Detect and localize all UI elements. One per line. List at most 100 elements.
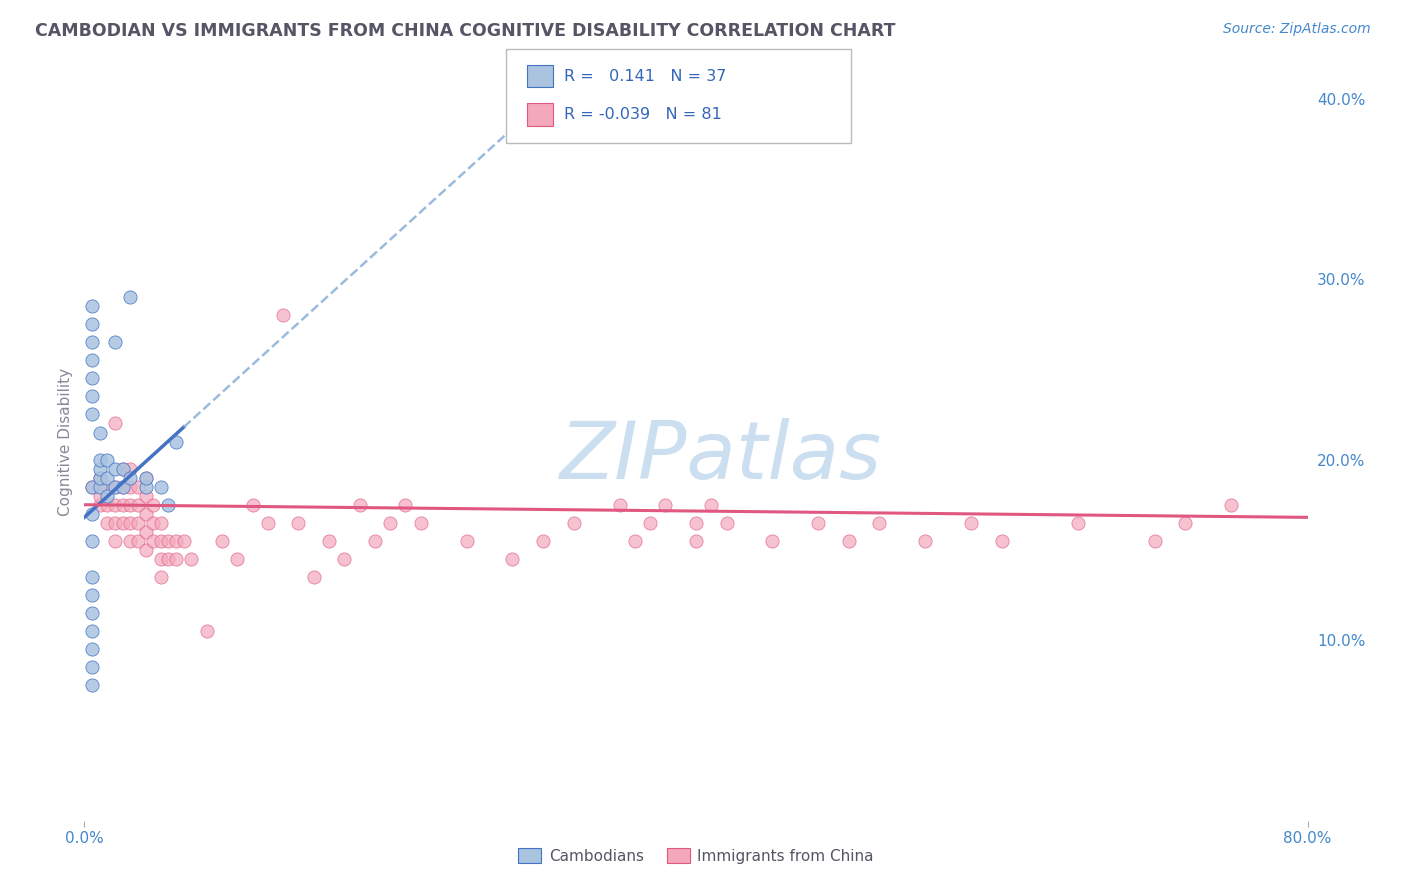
Point xyxy=(287,516,309,530)
Point xyxy=(135,507,157,521)
Point xyxy=(761,533,783,548)
Point xyxy=(80,678,103,692)
Point xyxy=(135,524,157,539)
Point xyxy=(624,533,647,548)
Point xyxy=(80,642,103,657)
Point xyxy=(807,516,830,530)
Point xyxy=(165,552,187,566)
Point xyxy=(89,470,111,484)
Point xyxy=(89,425,111,440)
Point xyxy=(142,533,165,548)
Point xyxy=(120,533,142,548)
Point xyxy=(165,533,187,548)
Point xyxy=(173,533,195,548)
Point xyxy=(700,498,723,512)
Point xyxy=(127,498,149,512)
Point xyxy=(80,480,103,494)
Point xyxy=(111,461,134,475)
Point xyxy=(120,480,142,494)
Point xyxy=(157,533,180,548)
Point xyxy=(135,470,157,484)
Point xyxy=(120,290,142,304)
Point xyxy=(1143,533,1166,548)
Point xyxy=(127,533,149,548)
Point xyxy=(96,489,118,503)
Point xyxy=(195,624,218,639)
Point xyxy=(96,470,118,484)
Point xyxy=(80,371,103,385)
Point xyxy=(149,533,172,548)
Text: ZIPatlas: ZIPatlas xyxy=(560,417,882,496)
Point xyxy=(685,516,707,530)
Point xyxy=(914,533,936,548)
Point xyxy=(120,470,142,484)
Point xyxy=(80,317,103,331)
Point xyxy=(80,299,103,313)
Point xyxy=(380,516,402,530)
Point xyxy=(1220,498,1243,512)
Point xyxy=(104,461,127,475)
Point xyxy=(654,498,676,512)
Point xyxy=(111,516,134,530)
Point xyxy=(394,498,416,512)
Point xyxy=(257,516,280,530)
Point xyxy=(149,552,172,566)
Point xyxy=(149,480,172,494)
Point xyxy=(104,335,127,350)
Point xyxy=(80,480,103,494)
Point xyxy=(104,516,127,530)
Point xyxy=(142,498,165,512)
Point xyxy=(96,516,118,530)
Point xyxy=(104,480,127,494)
Point xyxy=(142,516,165,530)
Point xyxy=(349,498,371,512)
Point xyxy=(456,533,478,548)
Point xyxy=(80,570,103,584)
Point xyxy=(502,552,524,566)
Point xyxy=(80,533,103,548)
Point xyxy=(1174,516,1197,530)
Y-axis label: Cognitive Disability: Cognitive Disability xyxy=(58,368,73,516)
Point xyxy=(302,570,325,584)
Point xyxy=(869,516,891,530)
Point xyxy=(609,498,631,512)
Point xyxy=(104,480,127,494)
Point xyxy=(991,533,1014,548)
Point xyxy=(96,452,118,467)
Point xyxy=(104,498,127,512)
Point xyxy=(80,335,103,350)
Point xyxy=(89,480,111,494)
Point xyxy=(111,461,134,475)
Point xyxy=(80,507,103,521)
Point xyxy=(120,498,142,512)
Text: Source: ZipAtlas.com: Source: ZipAtlas.com xyxy=(1223,22,1371,37)
Point xyxy=(80,624,103,639)
Point xyxy=(89,452,111,467)
Point xyxy=(271,308,294,322)
Legend: Cambodians, Immigrants from China: Cambodians, Immigrants from China xyxy=(512,842,880,870)
Point xyxy=(333,552,356,566)
Point xyxy=(89,461,111,475)
Point xyxy=(157,498,180,512)
Point xyxy=(96,480,118,494)
Point xyxy=(111,480,134,494)
Point xyxy=(1067,516,1090,530)
Point xyxy=(242,498,264,512)
Point xyxy=(127,516,149,530)
Point xyxy=(120,516,142,530)
Point xyxy=(89,470,111,484)
Point xyxy=(80,660,103,674)
Point xyxy=(80,353,103,368)
Point xyxy=(960,516,983,530)
Point xyxy=(562,516,585,530)
Point xyxy=(80,408,103,422)
Point xyxy=(89,498,111,512)
Point xyxy=(135,470,157,484)
Point xyxy=(180,552,202,566)
Point xyxy=(127,480,149,494)
Point xyxy=(149,516,172,530)
Point xyxy=(120,461,142,475)
Point xyxy=(716,516,738,530)
Point xyxy=(104,533,127,548)
Point xyxy=(111,498,134,512)
